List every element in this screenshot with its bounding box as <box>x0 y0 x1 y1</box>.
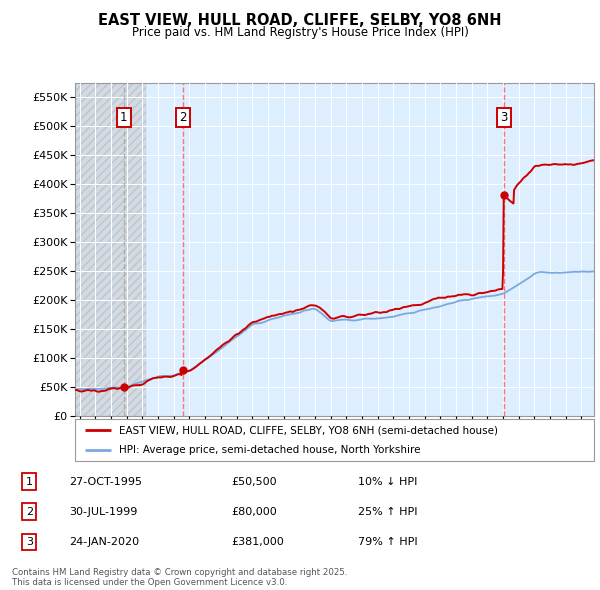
Text: £50,500: £50,500 <box>231 477 277 487</box>
Text: 3: 3 <box>500 111 508 124</box>
Text: Price paid vs. HM Land Registry's House Price Index (HPI): Price paid vs. HM Land Registry's House … <box>131 26 469 39</box>
Text: HPI: Average price, semi-detached house, North Yorkshire: HPI: Average price, semi-detached house,… <box>119 445 421 455</box>
Text: 24-JAN-2020: 24-JAN-2020 <box>70 537 140 547</box>
Text: 1: 1 <box>26 477 33 487</box>
Text: 10% ↓ HPI: 10% ↓ HPI <box>358 477 417 487</box>
Text: 25% ↑ HPI: 25% ↑ HPI <box>358 507 417 517</box>
Bar <box>75 83 146 416</box>
FancyBboxPatch shape <box>75 419 594 461</box>
Text: EAST VIEW, HULL ROAD, CLIFFE, SELBY, YO8 6NH (semi-detached house): EAST VIEW, HULL ROAD, CLIFFE, SELBY, YO8… <box>119 425 498 435</box>
Text: 2: 2 <box>26 507 33 517</box>
Text: 2: 2 <box>179 111 187 124</box>
Text: £80,000: £80,000 <box>231 507 277 517</box>
Text: 27-OCT-1995: 27-OCT-1995 <box>70 477 143 487</box>
Text: £381,000: £381,000 <box>231 537 284 547</box>
Text: 1: 1 <box>120 111 128 124</box>
Text: EAST VIEW, HULL ROAD, CLIFFE, SELBY, YO8 6NH: EAST VIEW, HULL ROAD, CLIFFE, SELBY, YO8… <box>98 13 502 28</box>
Text: Contains HM Land Registry data © Crown copyright and database right 2025.
This d: Contains HM Land Registry data © Crown c… <box>12 568 347 587</box>
Text: 3: 3 <box>26 537 33 547</box>
Text: 79% ↑ HPI: 79% ↑ HPI <box>358 537 417 547</box>
Text: 30-JUL-1999: 30-JUL-1999 <box>70 507 138 517</box>
